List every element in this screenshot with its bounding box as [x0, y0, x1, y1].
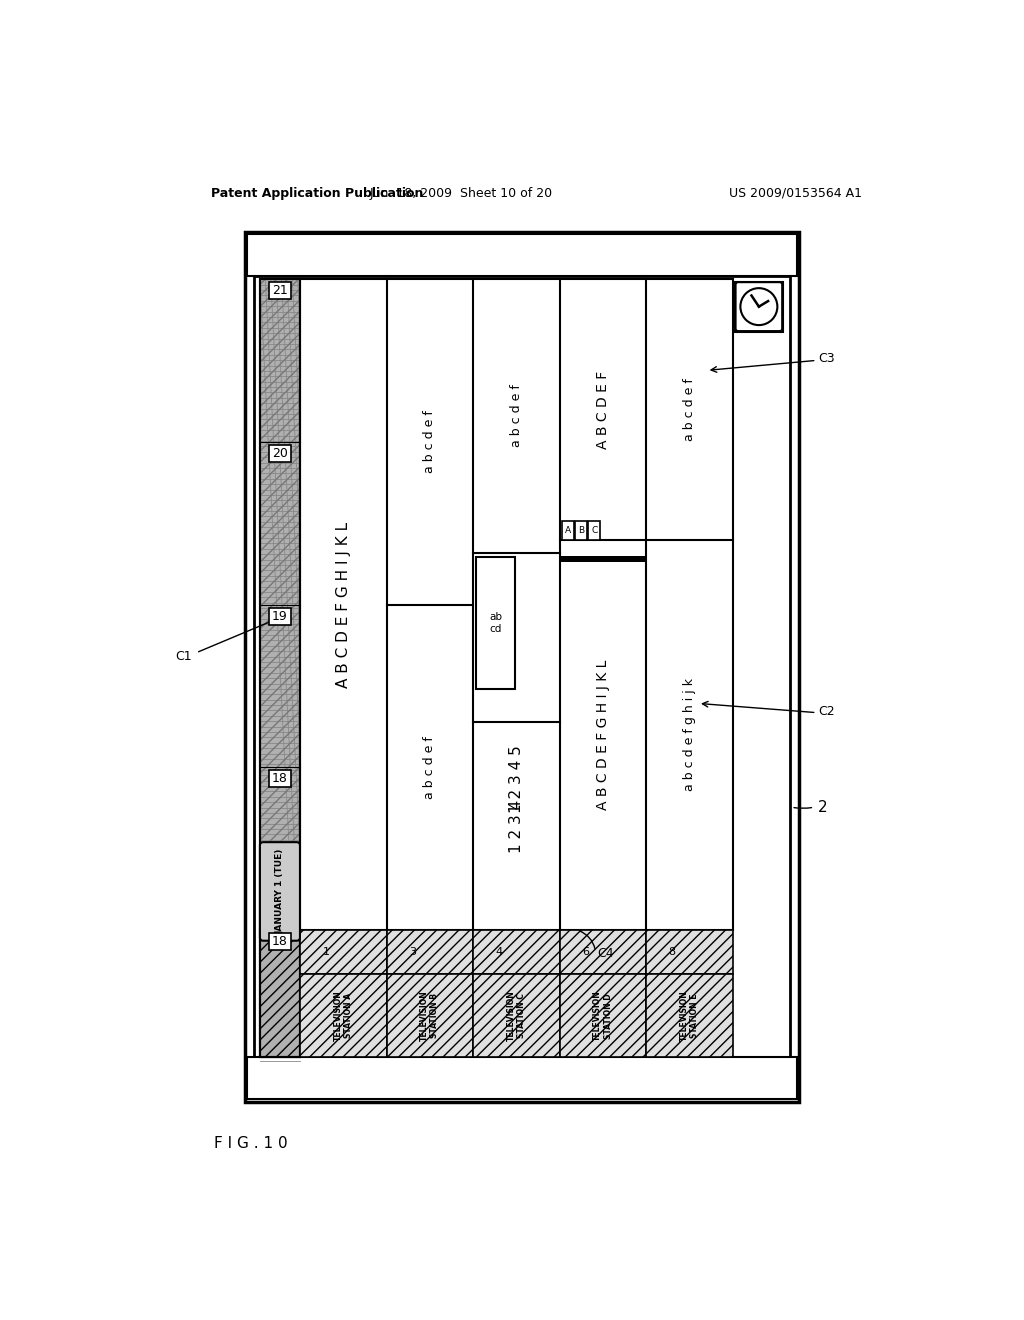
- Bar: [559, 974, 646, 1057]
- Text: a b c d e f g h i j k: a b c d e f g h i j k: [683, 678, 696, 791]
- Bar: [300, 974, 386, 1057]
- Text: a b c d e f: a b c d e f: [423, 735, 436, 799]
- Circle shape: [740, 288, 777, 325]
- Text: 6: 6: [582, 948, 589, 957]
- Text: JANUARY 1 (TUE): JANUARY 1 (TUE): [275, 849, 285, 935]
- FancyBboxPatch shape: [736, 282, 782, 331]
- Bar: [260, 280, 300, 1057]
- Bar: [735, 331, 782, 932]
- Bar: [575, 521, 588, 540]
- Text: 18: 18: [272, 772, 288, 785]
- Text: TELEVISION
STATION B: TELEVISION STATION B: [420, 990, 439, 1041]
- Bar: [386, 929, 473, 974]
- Bar: [260, 280, 300, 1057]
- Text: a b c d e f: a b c d e f: [510, 384, 523, 447]
- Text: 19: 19: [272, 610, 288, 623]
- Text: TELEVISION
STATION D: TELEVISION STATION D: [593, 990, 612, 1041]
- Bar: [269, 282, 291, 300]
- Text: ab
cd: ab cd: [489, 612, 502, 634]
- Text: A B C D E F: A B C D E F: [596, 371, 610, 449]
- Bar: [559, 929, 646, 974]
- Text: C4: C4: [597, 946, 613, 960]
- Bar: [247, 234, 797, 276]
- Text: a b c d e f: a b c d e f: [423, 411, 436, 474]
- Bar: [646, 929, 733, 974]
- Bar: [260, 280, 300, 1057]
- Text: 2: 2: [818, 800, 827, 814]
- Text: 21: 21: [272, 284, 288, 297]
- Bar: [473, 974, 559, 1057]
- Bar: [300, 280, 733, 929]
- Text: TELEVISION
STATION C: TELEVISION STATION C: [507, 990, 526, 1041]
- Bar: [646, 974, 733, 1057]
- Text: A B C D E F G H I J K L: A B C D E F G H I J K L: [596, 660, 610, 810]
- Bar: [562, 521, 574, 540]
- Text: TELEVISION
STATION E: TELEVISION STATION E: [680, 990, 699, 1041]
- Text: A: A: [565, 525, 571, 535]
- Bar: [269, 445, 291, 462]
- Bar: [735, 281, 782, 331]
- Bar: [300, 929, 386, 974]
- Text: A B C D E F G H I J K L: A B C D E F G H I J K L: [336, 521, 351, 688]
- Text: C1: C1: [175, 651, 193, 663]
- Text: US 2009/0153564 A1: US 2009/0153564 A1: [729, 186, 862, 199]
- Text: 1 2 3 4: 1 2 3 4: [509, 800, 524, 853]
- Text: Patent Application Publication: Patent Application Publication: [211, 186, 424, 199]
- Text: 1 2 3 4 5: 1 2 3 4 5: [509, 744, 524, 813]
- Text: TELEVISION
STATION A: TELEVISION STATION A: [334, 990, 353, 1041]
- Text: C: C: [591, 525, 597, 535]
- Bar: [559, 556, 646, 562]
- Text: 3: 3: [409, 948, 416, 957]
- Text: 20: 20: [272, 447, 288, 459]
- Text: C3: C3: [818, 352, 835, 366]
- Text: a b c d e f: a b c d e f: [683, 378, 696, 441]
- Text: 1: 1: [323, 948, 330, 957]
- Text: 18: 18: [272, 935, 288, 948]
- Bar: [260, 929, 300, 1057]
- Bar: [476, 557, 515, 689]
- Text: B: B: [579, 525, 585, 535]
- Text: 8: 8: [669, 948, 676, 957]
- Text: F I G . 1 0: F I G . 1 0: [214, 1137, 288, 1151]
- Text: C2: C2: [818, 705, 835, 718]
- Bar: [473, 929, 559, 974]
- Bar: [254, 276, 790, 1057]
- Bar: [269, 607, 291, 624]
- FancyBboxPatch shape: [260, 842, 300, 941]
- Bar: [588, 521, 600, 540]
- Bar: [245, 231, 799, 1102]
- Text: 4: 4: [496, 948, 503, 957]
- Bar: [269, 771, 291, 787]
- Bar: [247, 1057, 797, 1100]
- Bar: [269, 933, 291, 950]
- Text: Jun. 18, 2009  Sheet 10 of 20: Jun. 18, 2009 Sheet 10 of 20: [370, 186, 553, 199]
- Bar: [386, 974, 473, 1057]
